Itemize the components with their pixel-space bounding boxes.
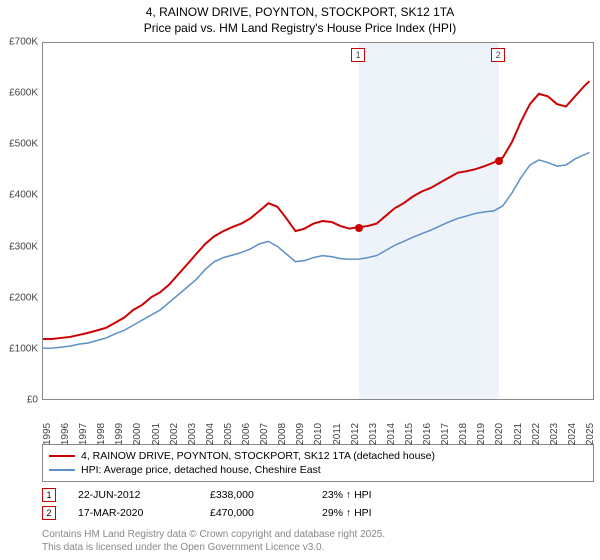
legend-swatch-red — [49, 455, 75, 457]
plot-area — [42, 42, 594, 400]
x-axis-tick: 1997 — [78, 423, 89, 445]
x-axis-tick: 2003 — [187, 423, 198, 445]
y-axis-tick: £0 — [0, 395, 38, 406]
x-axis-tick: 2001 — [151, 423, 162, 445]
sale-date: 22-JUN-2012 — [78, 489, 188, 501]
legend-swatch-blue — [49, 469, 75, 471]
footer: Contains HM Land Registry data © Crown c… — [42, 528, 385, 554]
x-axis-tick: 2014 — [386, 423, 397, 445]
hpi-delta: 29% ↑ HPI — [322, 507, 442, 519]
y-axis-tick: £600K — [0, 88, 38, 99]
title-line2: Price paid vs. HM Land Registry's House … — [0, 20, 600, 36]
chart-marker-box: 2 — [491, 48, 505, 62]
y-axis-tick: £200K — [0, 292, 38, 303]
footer-line2: This data is licensed under the Open Gov… — [42, 541, 385, 554]
x-axis-tick: 2020 — [494, 423, 505, 445]
x-axis-tick: 2024 — [567, 423, 578, 445]
data-rows: 1 22-JUN-2012 £338,000 23% ↑ HPI 2 17-MA… — [42, 486, 594, 522]
x-axis-tick: 2021 — [513, 423, 524, 445]
x-axis-tick: 2016 — [422, 423, 433, 445]
x-axis-tick: 2004 — [205, 423, 216, 445]
x-axis-tick: 2018 — [458, 423, 469, 445]
chart-title: 4, RAINOW DRIVE, POYNTON, STOCKPORT, SK1… — [0, 0, 600, 36]
chart-svg — [43, 43, 593, 399]
x-axis-tick: 2022 — [531, 423, 542, 445]
marker-number: 2 — [42, 506, 56, 520]
x-axis-tick: 2007 — [259, 423, 270, 445]
x-axis-tick: 2012 — [350, 423, 361, 445]
x-axis-tick: 2011 — [332, 423, 343, 445]
title-line1: 4, RAINOW DRIVE, POYNTON, STOCKPORT, SK1… — [0, 4, 600, 20]
y-axis-tick: £100K — [0, 343, 38, 354]
chart-container: 4, RAINOW DRIVE, POYNTON, STOCKPORT, SK1… — [0, 0, 600, 560]
footer-line1: Contains HM Land Registry data © Crown c… — [42, 528, 385, 541]
x-axis-tick: 2015 — [404, 423, 415, 445]
legend-label-1: 4, RAINOW DRIVE, POYNTON, STOCKPORT, SK1… — [81, 450, 435, 462]
sale-price: £470,000 — [210, 507, 300, 519]
chart-marker-box: 1 — [351, 48, 365, 62]
x-axis-tick: 2000 — [132, 423, 143, 445]
legend-row-series2: HPI: Average price, detached house, Ches… — [49, 463, 587, 477]
x-axis-tick: 1998 — [96, 423, 107, 445]
y-axis-tick: £700K — [0, 37, 38, 48]
chart-marker-dot — [355, 224, 363, 232]
data-row: 1 22-JUN-2012 £338,000 23% ↑ HPI — [42, 486, 594, 504]
x-axis-tick: 2013 — [368, 423, 379, 445]
x-axis-tick: 1999 — [114, 423, 125, 445]
sale-date: 17-MAR-2020 — [78, 507, 188, 519]
x-axis-tick: 2019 — [476, 423, 487, 445]
x-axis-tick: 1996 — [60, 423, 71, 445]
x-axis-tick: 2009 — [295, 423, 306, 445]
x-axis-tick: 2008 — [277, 423, 288, 445]
legend-row-series1: 4, RAINOW DRIVE, POYNTON, STOCKPORT, SK1… — [49, 449, 587, 463]
legend: 4, RAINOW DRIVE, POYNTON, STOCKPORT, SK1… — [42, 444, 594, 482]
series-price_paid — [43, 81, 589, 339]
x-axis-tick: 2025 — [585, 423, 596, 445]
marker-number: 1 — [42, 488, 56, 502]
y-axis-tick: £500K — [0, 139, 38, 150]
data-row: 2 17-MAR-2020 £470,000 29% ↑ HPI — [42, 504, 594, 522]
x-axis-tick: 2005 — [223, 423, 234, 445]
x-axis-tick: 2023 — [549, 423, 560, 445]
legend-label-2: HPI: Average price, detached house, Ches… — [81, 464, 321, 476]
sale-price: £338,000 — [210, 489, 300, 501]
x-axis-tick: 2017 — [440, 423, 451, 445]
x-axis-tick: 2002 — [169, 423, 180, 445]
x-axis-tick: 2006 — [241, 423, 252, 445]
series-hpi — [43, 152, 589, 348]
y-axis-tick: £400K — [0, 190, 38, 201]
hpi-delta: 23% ↑ HPI — [322, 489, 442, 501]
chart-marker-dot — [495, 157, 503, 165]
x-axis-tick: 1995 — [42, 423, 53, 445]
y-axis-tick: £300K — [0, 241, 38, 252]
x-axis-tick: 2010 — [313, 423, 324, 445]
